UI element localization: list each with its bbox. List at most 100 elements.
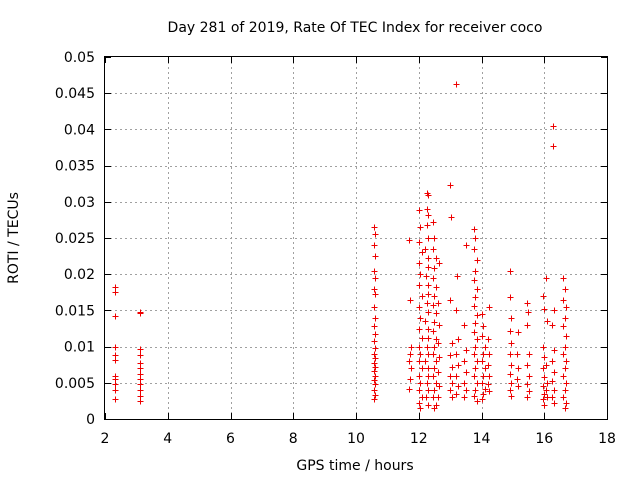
data-point <box>416 207 423 214</box>
data-point <box>407 376 414 383</box>
data-point <box>472 294 479 301</box>
y-tick-label: 0.035 <box>55 159 95 175</box>
data-point <box>472 344 479 351</box>
data-point <box>372 275 379 282</box>
data-point <box>486 351 493 358</box>
data-point <box>454 273 461 280</box>
data-point <box>431 265 438 272</box>
data-point <box>430 328 437 335</box>
data-point <box>461 322 468 329</box>
data-point <box>371 242 378 249</box>
data-point <box>551 387 558 394</box>
data-point <box>551 369 558 376</box>
data-point <box>419 365 426 372</box>
y-tick-label: 0.03 <box>64 195 95 211</box>
data-point <box>112 344 119 351</box>
data-point <box>540 396 547 403</box>
data-point <box>372 345 379 352</box>
data-point <box>371 286 378 293</box>
chart-title: Day 281 of 2019, Rate Of TEC Index for r… <box>168 20 543 36</box>
data-point <box>448 214 455 221</box>
data-point <box>485 362 492 369</box>
y-tick-label: 0.025 <box>55 231 95 247</box>
data-point <box>424 344 431 351</box>
data-point <box>461 394 468 401</box>
data-point <box>526 351 533 358</box>
data-point <box>471 303 478 310</box>
data-point <box>137 365 144 372</box>
data-point <box>430 373 437 380</box>
y-tick-labels: 0 0.005 0.01 0.015 0.02 0.025 0.03 0.035 0.04 0.0… <box>55 50 95 428</box>
data-point <box>419 335 426 342</box>
data-point <box>372 364 379 371</box>
data-point <box>480 373 487 380</box>
data-point <box>417 315 424 322</box>
data-point <box>422 246 429 253</box>
data-point <box>471 277 478 284</box>
data-point <box>447 373 454 380</box>
data-point <box>436 260 443 267</box>
data-point <box>515 365 522 372</box>
data-point <box>540 344 547 351</box>
data-point <box>507 268 514 275</box>
y-tick-label: 0.005 <box>55 376 95 392</box>
data-point <box>549 394 556 401</box>
data-point <box>540 383 547 390</box>
data-point <box>541 402 548 409</box>
data-point <box>472 235 479 242</box>
data-point <box>472 365 479 372</box>
data-point <box>419 249 426 256</box>
data-point <box>431 319 438 326</box>
data-point <box>112 396 119 403</box>
data-point <box>372 381 379 388</box>
data-point <box>480 323 487 330</box>
data-point <box>425 264 432 271</box>
data-point <box>416 344 423 351</box>
x-tick-label: 10 <box>347 431 365 447</box>
data-points <box>112 81 570 412</box>
data-point <box>563 380 570 387</box>
data-point <box>524 381 531 388</box>
data-point <box>551 347 558 354</box>
data-point <box>453 307 460 314</box>
data-point <box>424 222 431 229</box>
data-point <box>433 336 440 343</box>
data-point <box>372 231 379 238</box>
data-point <box>433 284 440 291</box>
data-point <box>463 387 470 394</box>
data-point <box>474 398 481 405</box>
data-point <box>372 331 379 338</box>
data-point <box>549 322 556 329</box>
data-point <box>461 380 468 387</box>
data-point <box>455 383 462 390</box>
data-point <box>416 326 423 333</box>
data-point <box>425 282 432 289</box>
data-point <box>425 402 432 409</box>
data-point <box>416 239 423 246</box>
data-point <box>562 387 569 394</box>
data-point <box>562 344 569 351</box>
data-point <box>435 300 442 307</box>
data-point <box>525 309 532 316</box>
data-point <box>112 289 119 296</box>
x-tick-label: 4 <box>163 431 172 447</box>
data-point <box>371 351 378 358</box>
data-point <box>540 293 547 300</box>
data-point <box>453 351 460 358</box>
y-axis-label: ROTI / TECUs <box>6 192 22 284</box>
data-point <box>543 362 550 369</box>
data-point <box>507 328 514 335</box>
data-point <box>417 224 424 231</box>
data-point <box>447 352 454 359</box>
data-point <box>471 246 478 253</box>
data-point <box>563 358 570 365</box>
data-point <box>508 362 515 369</box>
data-point <box>137 398 144 405</box>
data-point <box>371 304 378 311</box>
data-point <box>474 336 481 343</box>
data-point <box>515 383 522 390</box>
data-point <box>486 388 493 395</box>
data-point <box>562 315 569 322</box>
y-tick-label: 0.05 <box>64 50 95 66</box>
data-point <box>485 336 492 343</box>
